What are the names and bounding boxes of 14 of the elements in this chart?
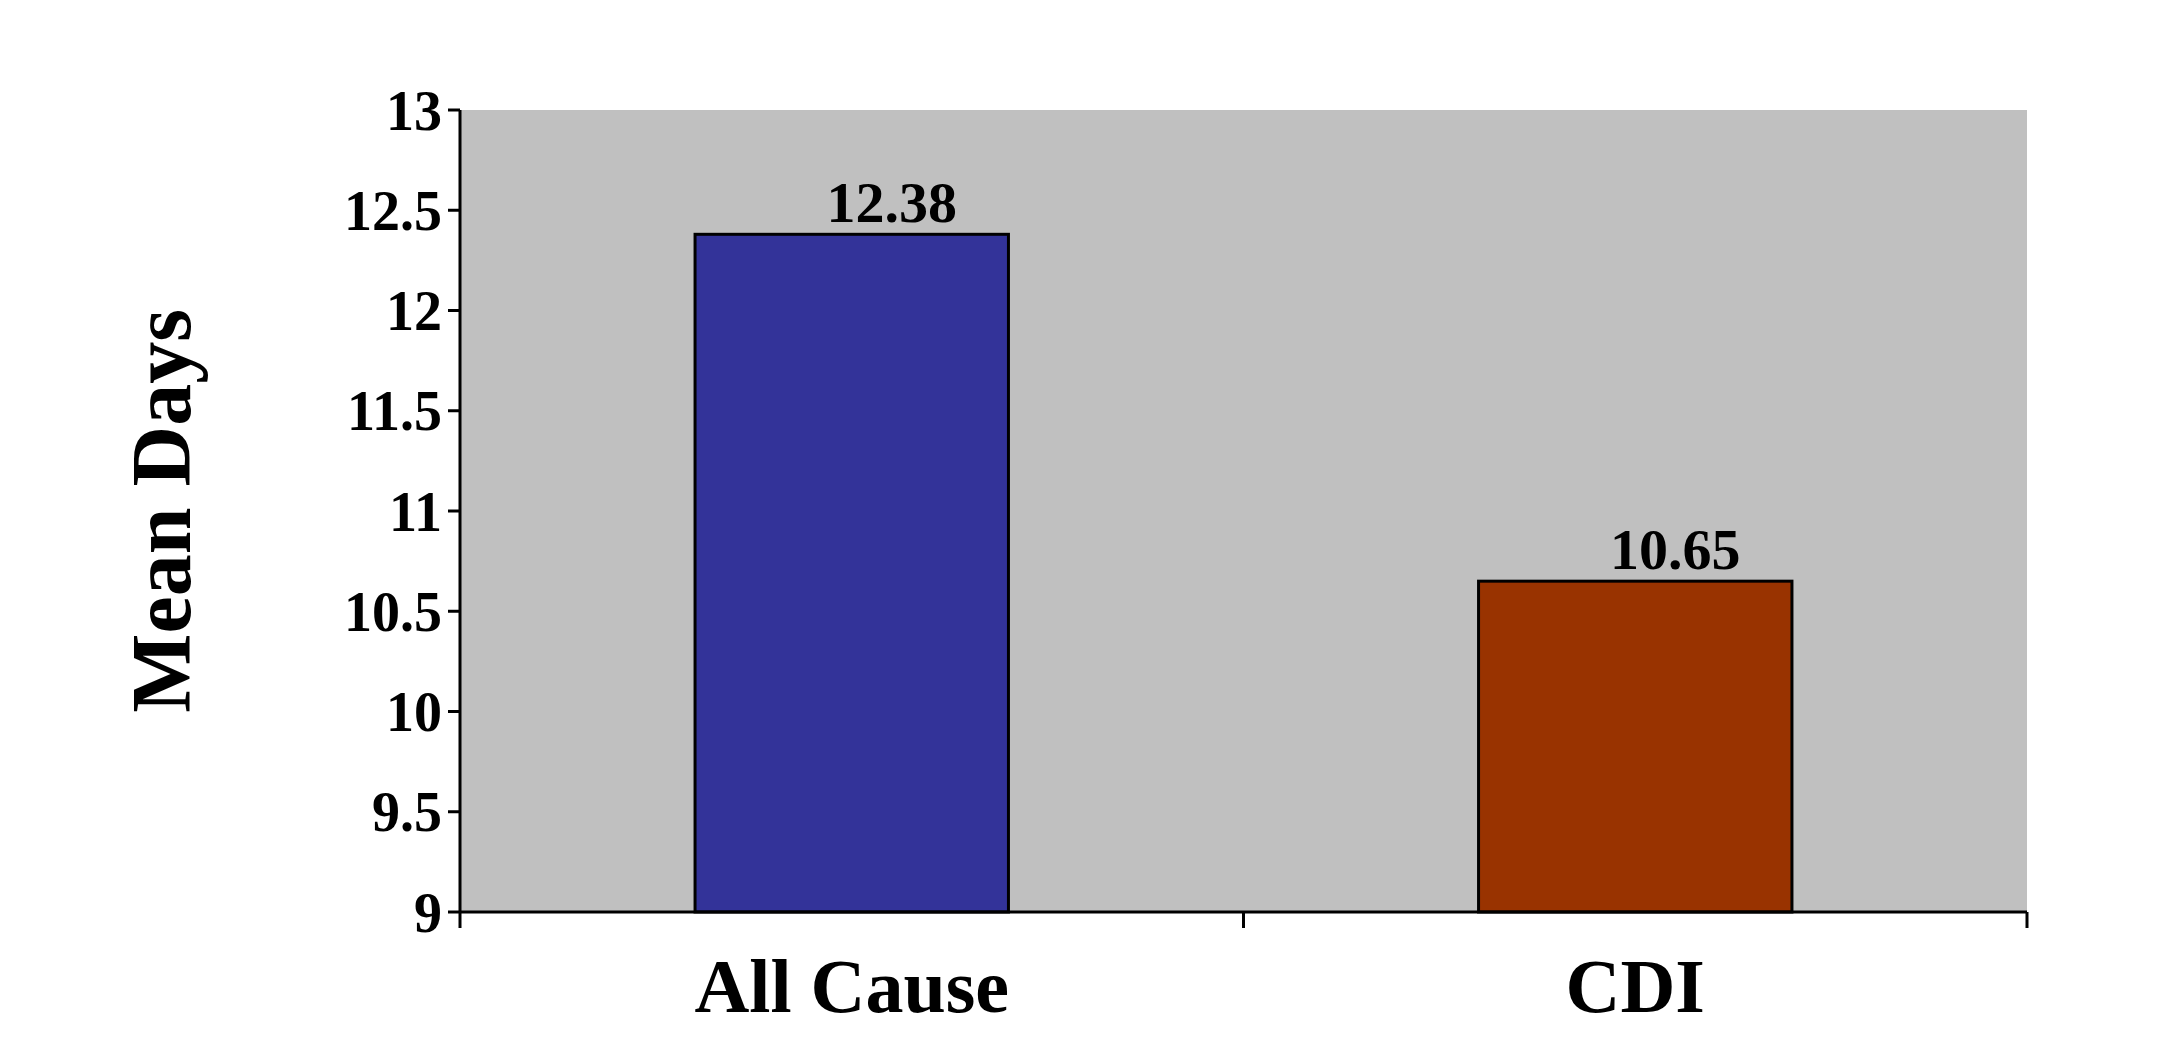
x-tick-label: All Cause: [694, 944, 1010, 1028]
y-tick-label: 11: [389, 480, 442, 543]
data-label: 10.65: [1610, 517, 1741, 583]
data-label: 12.38: [826, 170, 957, 236]
y-tick-label: 9: [414, 881, 442, 944]
y-tick-label: 12.5: [344, 179, 442, 242]
y-tick-label: 10: [386, 681, 442, 744]
x-tick-label: CDI: [1565, 944, 1705, 1028]
y-tick-label: 13: [386, 79, 442, 142]
y-tick-label: 12: [386, 280, 442, 343]
y-tick-label: 11.5: [347, 380, 442, 443]
y-tick-label: 10.5: [344, 580, 442, 643]
y-tick-label: 9.5: [372, 781, 442, 844]
y-axis-title: Mean Days: [115, 309, 208, 713]
